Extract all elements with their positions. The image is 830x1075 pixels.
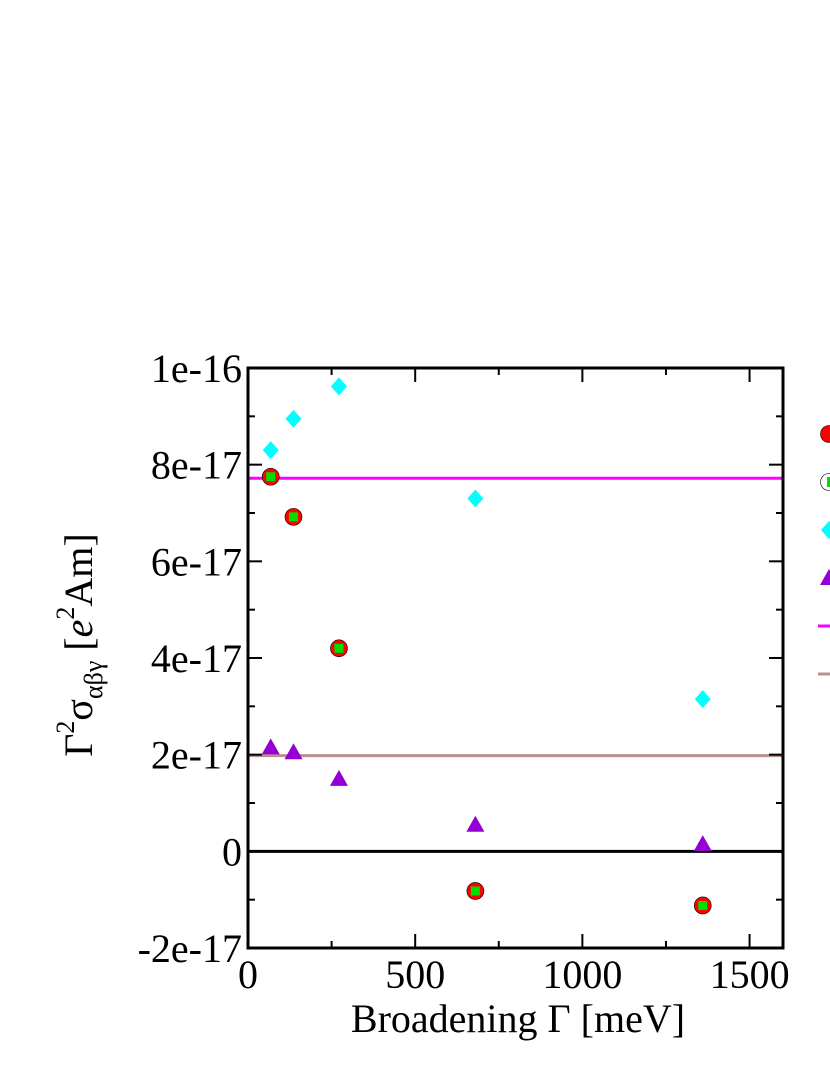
x-tick-label: 1500 [710,952,790,997]
legend-circle-marker [820,425,830,443]
y-axis-label: Γ2σαβγ [e2Am] [51,533,108,756]
triangle-point [466,815,485,832]
x-tick-label: 500 [385,952,445,997]
triangle-point [261,738,280,755]
diamond-point [467,489,484,508]
legend-diamond-marker [821,521,830,539]
x-tick-label: 0 [238,952,258,997]
diamond-point [285,409,302,428]
square-point [334,643,344,653]
x-tick-label: 1000 [542,952,622,997]
square-point [470,886,480,896]
square-point [698,900,708,910]
y-label-gamma: Γ [56,734,101,757]
y-label-sigma: σ [56,699,101,721]
y-tick-label: 2e-17 [151,733,242,778]
y-label-unit-open: [ [56,637,101,660]
y-tick-label: 1e-16 [151,346,242,391]
reference-lines [248,476,783,853]
plot-frame [246,366,785,950]
y-tick-label: 6e-17 [151,539,242,584]
legend-triangle-marker [820,569,830,585]
triangle-point [284,743,303,760]
x-axis-label: Broadening Γ [meV] [351,996,685,1041]
y-label-unit-e: e [56,620,101,638]
diamond-point [330,377,347,396]
diamond-point [262,441,279,460]
y-tick-label: -2e-17 [138,926,242,971]
legend [818,425,830,676]
axis-ticks: 0 500 1000 1500-2e-1702e-174e-176e-178e-171… [138,346,790,997]
data-markers [261,377,712,915]
y-tick-label: 0 [222,829,242,874]
y-label-unit-sup: 2 [51,607,80,620]
diamond-point [694,690,711,709]
legend-square-marker [827,477,830,487]
triangle-point [693,835,712,852]
square-point [266,472,276,482]
y-label-gamma-sup: 2 [51,721,80,734]
y-label-unit-close: Am] [56,533,101,606]
square-point [288,512,298,522]
triangle-point [329,769,348,786]
y-label-sigma-sub: αβγ [79,661,108,699]
y-tick-label: 4e-17 [151,636,242,681]
y-tick-label: 8e-17 [151,443,242,488]
